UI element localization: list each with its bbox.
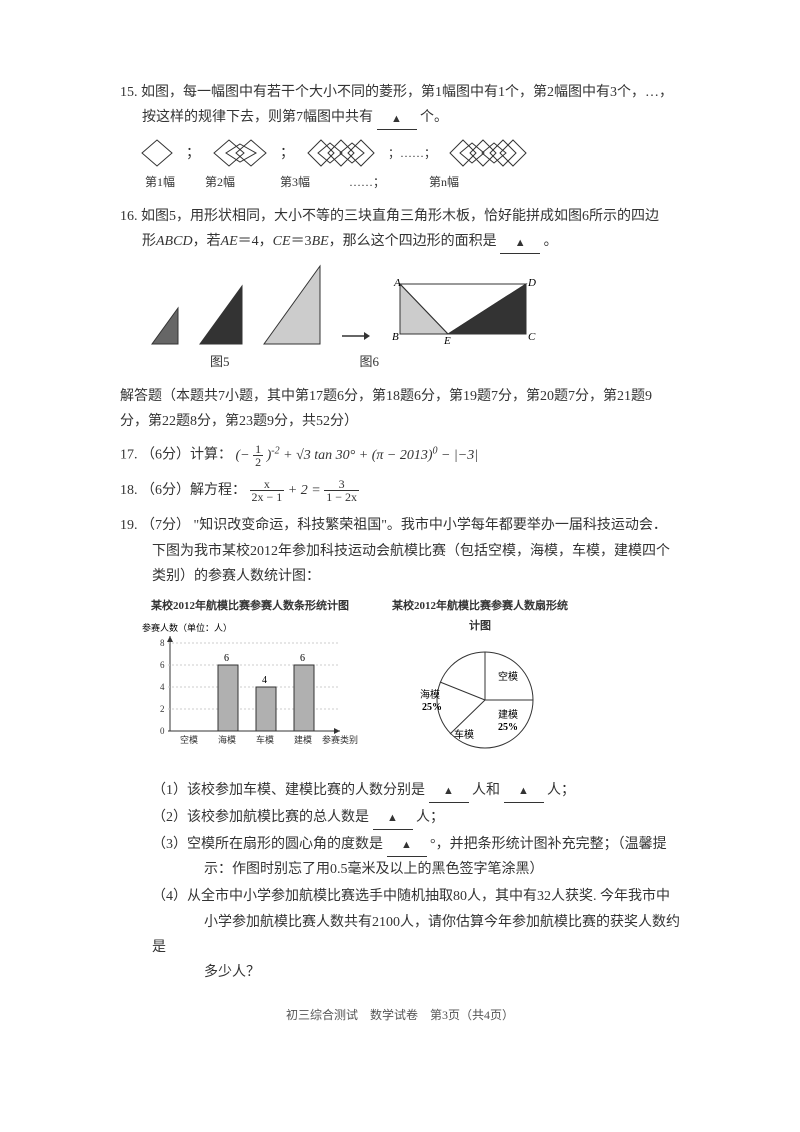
triangle-small [150,306,180,346]
q17-points: （6分）计算： [141,448,232,463]
question-15: 15. 如图，每一幅图中有若干个大小不同的菱形，第1幅图中有1个，第2幅图中有3… [120,80,680,194]
q17-number: 17. [120,448,138,463]
svg-text:参赛人数（单位：人）: 参赛人数（单位：人） [142,622,232,633]
q18-formula: x2x − 1 + 2 = 31 − 2x [250,483,359,498]
q19-sub2: （2）该校参加航模比赛的总人数是 ▲ 人； [120,805,680,830]
svg-text:6: 6 [160,660,165,670]
svg-text:建模: 建模 [498,708,518,721]
svg-text:2: 2 [160,704,165,714]
diamond-3 [306,138,376,168]
q19-number: 19. [120,518,138,533]
q15-figures: ； ； ；……； [140,138,680,168]
q19-sub3: （3）空模所在扇形的圆心角的度数是 ▲ °，并把条形统计图补充完整；（温馨提 示… [120,832,680,882]
svg-text:6: 6 [300,653,305,664]
q19-sub1: （1）该校参加车模、建模比赛的人数分别是 ▲ 人和 ▲ 人； [120,778,680,803]
svg-text:6: 6 [224,653,229,664]
q17-formula: (− 12 )-2 + √3 tan 30° + (π − 2013)0 − |… [236,448,479,463]
q15-blank: ▲ [377,108,417,131]
svg-text:海模: 海模 [420,688,440,701]
svg-text:D: D [527,277,536,289]
svg-text:8: 8 [160,638,165,648]
question-17: 17. （6分）计算： (− 12 )-2 + √3 tan 30° + (π … [120,442,680,468]
q15-text-a: 如图，每一幅图中有若干个大小不同的菱形，第1幅图中有1个，第2幅图中有3个，…， [141,85,673,100]
q15-text-b: 按这样的规律下去，则第7幅图中共有 [120,110,373,125]
pie-chart-svg: 空模 海模 25% 车模 建模 25% [390,640,570,760]
q19-points: （7分） [141,518,190,533]
arrow-icon [340,326,370,346]
svg-text:25%: 25% [422,702,442,713]
svg-text:车模: 车模 [256,734,274,745]
svg-text:B: B [392,331,399,343]
svg-text:4: 4 [160,682,165,692]
q19-charts: 某校2012年航模比赛参赛人数条形统计图 参赛人数（单位：人） 0 2 4 6 … [140,597,680,770]
bar-chart: 某校2012年航模比赛参赛人数条形统计图 参赛人数（单位：人） 0 2 4 6 … [140,597,360,760]
q19-text-a: "知识改变命运，科技繁荣祖国"。我市中小学每年都要举办一届科技运动会． [194,518,667,533]
svg-text:E: E [443,335,451,346]
q16-number: 16. [120,209,138,224]
page-footer: 初三综合测试 数学试卷 第3页（共4页） [120,1005,680,1027]
quadrilateral-abcd: A D B C E [388,276,538,346]
svg-text:C: C [528,331,536,343]
svg-text:空模: 空模 [180,734,198,745]
q16-text-b: 形ABCD，若AE＝4，CE＝3BE，那么这个四边形的面积是 [120,234,497,249]
q19-sub4: （4）从全市中小学参加航模比赛选手中随机抽取80人，其中有32人获奖. 今年我市… [120,884,680,985]
triangle-large [262,264,322,346]
q16-text-a: 如图5，用形状相同，大小不等的三块直角三角形木板，恰好能拼成如图6所示的四边 [141,209,659,224]
q16-fig-captions: 图5 图6 [210,350,680,373]
triangle-mid [198,284,244,346]
svg-text:A: A [393,277,401,289]
svg-text:25%: 25% [498,722,518,733]
q16-blank: ▲ [500,232,540,255]
svg-text:车模: 车模 [454,728,474,741]
diamond-2 [212,138,268,168]
q16-figures: A D B C E [150,264,680,346]
section-header: 解答题（本题共7小题，其中第17题6分，第18题6分，第19题7分，第20题7分… [120,384,680,434]
diamond-1 [140,138,174,168]
svg-text:4: 4 [262,675,267,686]
question-16: 16. 如图5，用形状相同，大小不等的三块直角三角形木板，恰好能拼成如图6所示的… [120,204,680,374]
q15-text-c: 个。 [420,110,448,125]
bar-chart-svg: 参赛人数（单位：人） 0 2 4 6 8 6 4 6 [140,621,360,751]
svg-text:海模: 海模 [218,734,236,745]
q18-points: （6分）解方程： [141,483,246,498]
q15-captions: 第1幅 第2幅 第3幅 ……； 第n幅 [140,172,680,194]
svg-text:参赛类别: 参赛类别 [322,734,358,745]
q19-text-c: 类别）的参赛人数统计图： [120,569,320,584]
q16-text-c: 。 [544,234,558,249]
q19-text-b: 下图为我市某校2012年参加科技运动会航模比赛（包括空模，海模，车模，建模四个 [120,544,670,559]
q18-number: 18. [120,483,138,498]
svg-text:0: 0 [160,726,165,736]
question-19: 19. （7分） "知识改变命运，科技繁荣祖国"。我市中小学每年都要举办一届科技… [120,513,680,985]
q15-number: 15. [120,85,138,100]
pie-chart: 某校2012年航模比赛参赛人数扇形统计图 空模 海模 25% 车模 建模 25% [390,597,570,770]
diamond-n [448,138,528,168]
svg-text:建模: 建模 [294,734,312,745]
question-18: 18. （6分）解方程： x2x − 1 + 2 = 31 − 2x [120,478,680,503]
svg-text:空模: 空模 [498,670,518,683]
